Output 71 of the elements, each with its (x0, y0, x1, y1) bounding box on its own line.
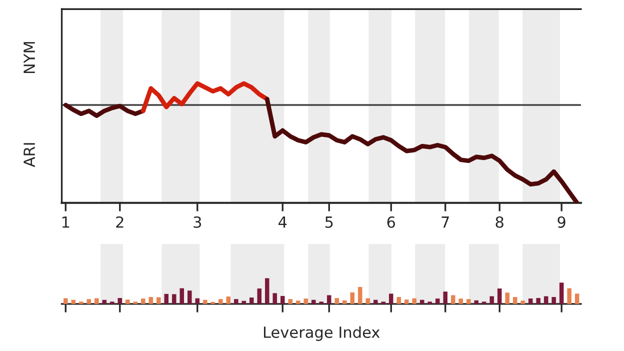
bar (156, 297, 161, 304)
x-tick-label: 6 (387, 216, 395, 228)
bar (164, 294, 169, 304)
text: NYM (24, 42, 35, 74)
bar (559, 282, 564, 304)
bar (342, 300, 347, 304)
bar (490, 296, 494, 304)
bar (567, 288, 572, 304)
bar (420, 300, 424, 304)
bar (280, 296, 285, 304)
bar (435, 298, 440, 304)
bar (102, 300, 107, 304)
x-tick-label: 3 (194, 216, 202, 228)
bar (350, 292, 354, 304)
bar (249, 298, 254, 304)
bar (202, 300, 208, 304)
bar (505, 292, 510, 304)
bar (188, 290, 192, 304)
x-tick-label: 7 (442, 216, 449, 228)
bar (450, 295, 456, 304)
bar (288, 299, 292, 304)
bar (536, 298, 540, 304)
bar (71, 300, 76, 304)
bar (86, 299, 92, 304)
bar (366, 298, 370, 304)
bar (512, 297, 518, 304)
bar (388, 294, 394, 304)
bar (234, 299, 238, 304)
bar (118, 298, 122, 304)
bar (574, 294, 580, 304)
bar (195, 298, 200, 304)
x-tick-label: 8 (496, 216, 504, 228)
x-tick-label: 2 (116, 216, 124, 228)
bar (520, 300, 525, 304)
bar (396, 297, 401, 304)
bar (148, 297, 154, 304)
bar (296, 300, 300, 304)
bar (218, 299, 223, 304)
bar (64, 298, 68, 304)
bar (264, 278, 270, 304)
bar (443, 292, 448, 304)
bar (180, 288, 184, 304)
bar (552, 297, 556, 304)
bar (466, 299, 471, 304)
bar (528, 298, 533, 304)
bar (358, 286, 362, 304)
bar (311, 300, 316, 304)
bar (326, 295, 332, 304)
bar (172, 294, 176, 304)
x-tick-label: 1 (62, 216, 70, 228)
bar (544, 296, 548, 304)
bar (226, 296, 231, 304)
bar (272, 293, 277, 304)
x-axis-title: Leverage Index (264, 326, 380, 341)
bar (412, 298, 416, 304)
bar (404, 300, 409, 304)
x-tick-label: 5 (325, 216, 333, 228)
x-tick-label: 9 (558, 216, 566, 228)
bar (304, 298, 308, 304)
bar (458, 298, 463, 304)
x-tick-label: 4 (278, 216, 287, 228)
bar (497, 288, 502, 304)
bar (257, 288, 262, 304)
bar (373, 300, 378, 304)
bar (242, 300, 246, 304)
bar (334, 298, 339, 304)
text: ARI (24, 143, 35, 168)
bar (94, 298, 99, 304)
bar (474, 300, 478, 304)
bar (126, 300, 130, 304)
bar (141, 298, 146, 304)
